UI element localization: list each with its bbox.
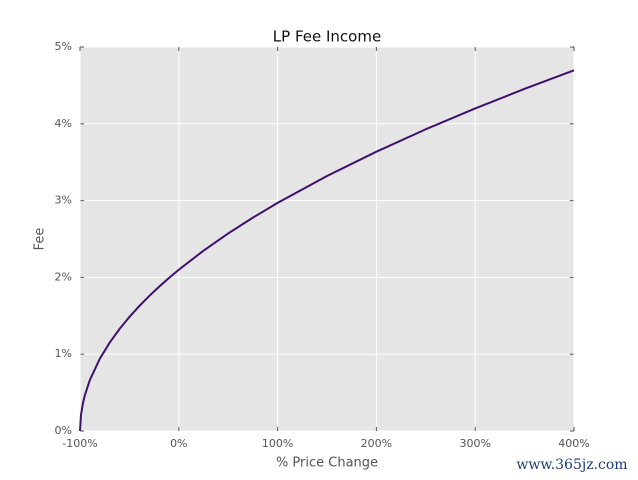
- x-tick-label: 100%: [262, 437, 293, 450]
- y-tick-label: 2%: [55, 270, 72, 283]
- y-tick-label: 5%: [55, 40, 72, 53]
- y-tick-label: 4%: [55, 117, 72, 130]
- x-tick-label: -100%: [62, 437, 97, 450]
- plot-area: [80, 47, 574, 431]
- chart-title: LP Fee Income: [273, 28, 381, 46]
- y-tick-label: 3%: [55, 194, 72, 207]
- line: [79, 69, 575, 432]
- x-tick-label: 400%: [558, 437, 589, 450]
- y-tick-label: 1%: [55, 347, 72, 360]
- x-tick-label: 200%: [361, 437, 392, 450]
- y-axis-label: Fee: [33, 228, 48, 251]
- x-axis-label: % Price Change: [276, 456, 378, 471]
- watermark: www.365jz.com: [516, 457, 627, 473]
- x-tick-label: 300%: [459, 437, 490, 450]
- x-tick-label: 0%: [170, 437, 187, 450]
- y-tick-label: 0%: [55, 424, 72, 437]
